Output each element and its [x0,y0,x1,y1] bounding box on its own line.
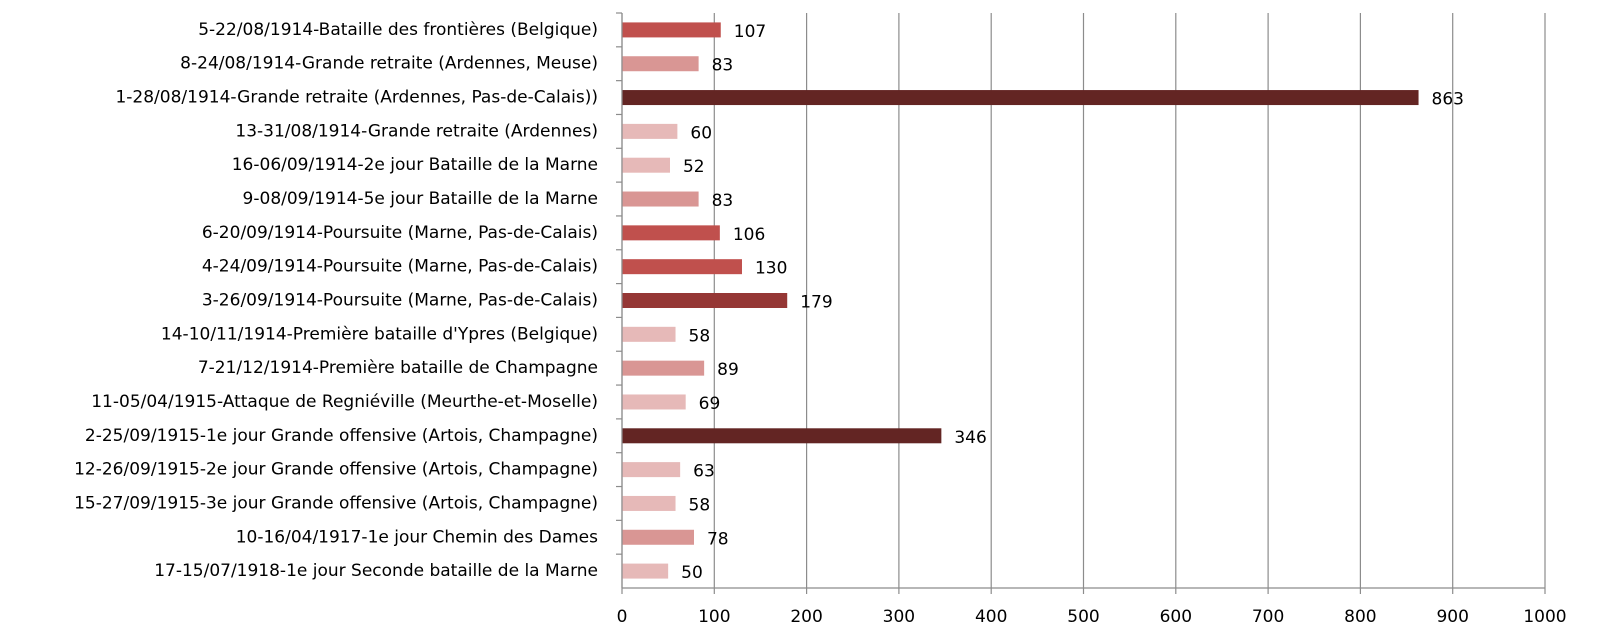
bar [622,563,669,579]
bar [622,360,705,376]
x-tick-label: 700 [1252,607,1284,627]
bar [622,259,742,275]
y-tick-label: 7-21/12/1914-Première bataille de Champa… [198,358,598,378]
y-tick-label: 15-27/09/1915-3e jour Grande offensive (… [74,493,598,513]
y-tick-label: 4-24/09/1914-Poursuite (Marne, Pas-de-Ca… [202,257,598,277]
data-label: 130 [755,259,787,279]
y-tick-label: 12-26/09/1915-2e jour Grande offensive (… [74,460,598,480]
data-label: 60 [690,123,712,143]
data-label: 83 [712,191,734,211]
y-tick-label: 13-31/08/1914-Grande retraite (Ardennes) [235,121,598,141]
bar [622,56,699,72]
data-label: 107 [734,22,766,42]
x-tick-label: 300 [883,607,915,627]
bar [622,191,699,207]
x-tick-label: 100 [698,607,730,627]
y-tick-label: 17-15/07/1918-1e jour Seconde bataille d… [154,561,598,581]
bar [622,225,720,241]
bar [622,495,676,511]
y-tick-label: 2-25/09/1915-1e jour Grande offensive (A… [85,426,598,446]
x-tick-label: 200 [790,607,822,627]
bar [622,394,686,410]
y-tick-label: 11-05/04/1915-Attaque de Regniéville (Me… [91,392,598,412]
data-label: 50 [681,563,703,583]
x-tick-label: 800 [1344,607,1376,627]
bar [622,428,942,444]
x-tick-label: 500 [1067,607,1099,627]
data-label: 78 [707,529,729,549]
bar [622,157,670,173]
bar [622,293,788,308]
bar [622,22,721,38]
data-label: 863 [1432,90,1464,110]
data-label: 58 [689,495,711,515]
data-label: 89 [717,360,739,380]
bar [622,123,678,139]
bar [622,90,1419,106]
x-tick-label: 900 [1436,607,1468,627]
data-label: 63 [693,462,715,482]
x-tick-label: 0 [617,607,628,627]
y-tick-label: 6-20/09/1914-Poursuite (Marne, Pas-de-Ca… [202,223,598,243]
bar [622,326,676,342]
data-label: 106 [733,225,765,245]
y-tick-label: 9-08/09/1914-5e jour Bataille de la Marn… [243,189,598,209]
y-tick-label: 14-10/11/1914-Première bataille d'Ypres … [161,324,598,344]
y-tick-label: 16-06/09/1914-2e jour Bataille de la Mar… [232,155,598,175]
y-tick-label: 5-22/08/1914-Bataille des frontières (Be… [198,20,598,40]
y-tick-label: 8-24/08/1914-Grande retraite (Ardennes, … [180,54,598,74]
data-label: 52 [683,157,705,177]
y-tick-label: 10-16/04/1917-1e jour Chemin des Dames [236,527,598,547]
x-tick-label: 400 [975,607,1007,627]
x-tick-label: 600 [1160,607,1192,627]
y-tick-label: 1-28/08/1914-Grande retraite (Ardennes, … [115,88,598,108]
y-tick-label: 3-26/09/1914-Poursuite (Marne, Pas-de-Ca… [202,291,598,311]
bar [622,462,681,478]
data-label: 346 [954,428,986,448]
data-label: 58 [689,326,711,346]
x-tick-label: 1000 [1523,607,1566,627]
bar [622,529,694,545]
data-label: 83 [712,56,734,76]
data-label: 69 [699,394,721,414]
data-label: 179 [800,293,832,313]
